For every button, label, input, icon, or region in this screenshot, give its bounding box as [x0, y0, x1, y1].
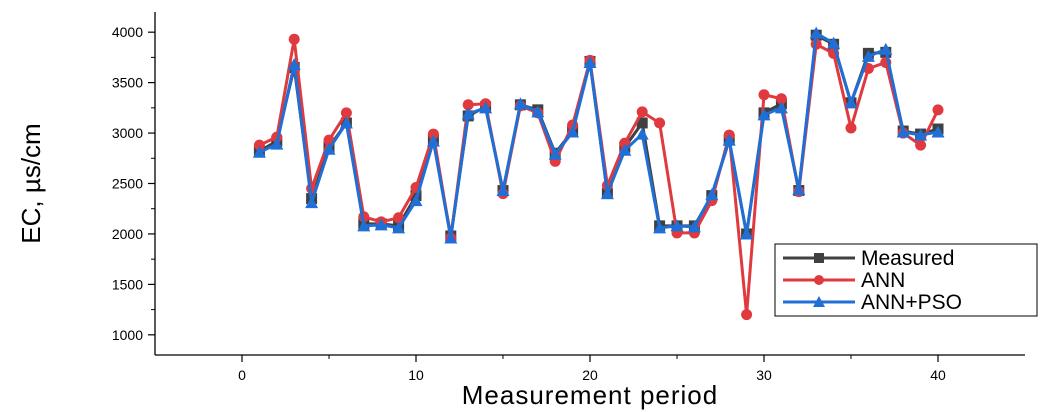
data-point-ann — [636, 106, 648, 118]
data-point-ann-pso — [374, 218, 388, 231]
series-line-ann-pso — [258, 31, 939, 240]
data-point-ann-pso — [705, 188, 719, 201]
data-point-ann — [741, 309, 753, 321]
data-point-ann — [427, 128, 439, 140]
data-point-ann — [758, 89, 770, 101]
data-point-ann — [340, 107, 352, 119]
data-point-ann-pso — [861, 49, 875, 62]
data-point-ann — [462, 99, 474, 111]
x-tick-label: 30 — [756, 367, 772, 383]
data-point-ann-pso — [531, 105, 545, 118]
data-point-ann-pso — [357, 219, 371, 232]
data-point-ann-pso — [809, 26, 823, 39]
data-point-ann-pso — [635, 127, 649, 140]
legend-marker-ann-pso — [813, 296, 825, 307]
data-point-ann-pso — [687, 220, 701, 233]
x-axis-title: Measurement period — [462, 380, 718, 410]
data-point-ann-pso — [444, 231, 458, 244]
data-point-ann-pso — [496, 184, 510, 197]
data-point-ann — [253, 139, 265, 151]
y-tick-label: 3500 — [112, 75, 143, 91]
legend-marker-ann — [814, 275, 824, 285]
data-point-ann-pso — [305, 196, 319, 209]
y-tick-label: 1000 — [112, 327, 143, 343]
data-point-ann-pso — [931, 125, 945, 138]
data-point-ann-pso — [844, 96, 858, 109]
data-point-ann-pso — [426, 134, 440, 147]
data-point-ann — [288, 33, 300, 45]
data-point-ann-pso — [722, 133, 736, 146]
legend-label-ann: ANN — [861, 269, 905, 292]
series-layer — [252, 26, 945, 321]
data-point-ann-pso — [583, 55, 597, 68]
data-point-ann-pso — [879, 42, 893, 55]
y-tick-label: 1500 — [112, 276, 143, 292]
data-point-ann — [915, 139, 927, 151]
x-tick-label: 10 — [408, 367, 424, 383]
data-point-ann-pso — [653, 221, 667, 234]
data-point-ann — [393, 212, 405, 224]
legend-marker-measured — [814, 253, 824, 263]
data-point-ann-pso — [392, 221, 406, 234]
data-point-ann — [845, 122, 857, 134]
data-point-ann-pso — [618, 143, 632, 156]
y-tick-label: 2500 — [112, 176, 143, 192]
data-point-ann-pso — [566, 125, 580, 138]
x-tick-label: 20 — [582, 367, 598, 383]
data-point-ann-pso — [252, 145, 266, 158]
data-point-ann-pso — [513, 97, 527, 110]
x-tick-label: 0 — [238, 367, 246, 383]
data-point-ann-pso — [827, 36, 841, 49]
data-point-ann-pso — [670, 219, 684, 232]
data-point-ann-pso — [479, 101, 493, 114]
y-tick-label: 2000 — [112, 226, 143, 242]
series-ann-pso — [252, 26, 945, 244]
data-point-ann-pso — [774, 101, 788, 114]
data-point-ann-pso — [409, 194, 423, 207]
data-point-measured — [636, 117, 648, 129]
data-point-ann-pso — [600, 187, 614, 200]
data-point-ann-pso — [322, 142, 336, 155]
x-tick-label: 40 — [930, 367, 946, 383]
data-point-ann-pso — [548, 147, 562, 160]
data-point-ann-pso — [896, 125, 910, 138]
data-point-ann-pso — [740, 227, 754, 240]
data-point-ann — [932, 104, 944, 116]
data-point-ann — [775, 93, 787, 105]
y-axis-title: EC, µs/cm — [16, 123, 46, 243]
y-tick-label: 4000 — [112, 24, 143, 40]
data-point-ann-pso — [270, 137, 284, 150]
data-point-ann-pso — [757, 108, 771, 121]
y-tick-label: 3000 — [112, 125, 143, 141]
data-point-ann-pso — [339, 116, 353, 129]
legend-label-ann-pso: ANN+PSO — [861, 291, 962, 314]
data-point-ann-pso — [792, 183, 806, 196]
legend-label-measured: Measured — [861, 247, 954, 270]
data-point-ann-pso — [914, 128, 928, 141]
data-point-ann-pso — [461, 107, 475, 120]
data-point-ann — [654, 117, 666, 129]
data-point-ann-pso — [287, 57, 301, 70]
axes: 1000 1500 2000 2500 3000 3500 4000 0 10 20 30 40 Mea… — [16, 12, 1025, 410]
